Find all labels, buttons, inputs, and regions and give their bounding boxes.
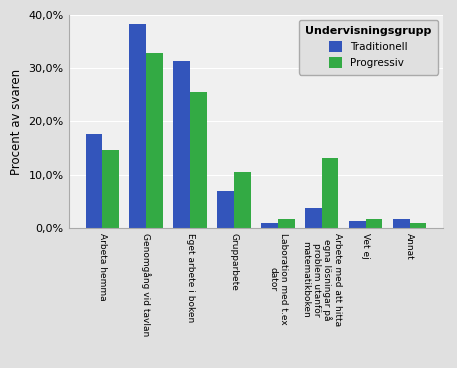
Bar xyxy=(366,219,383,228)
Bar xyxy=(393,219,409,228)
Bar xyxy=(305,208,322,228)
Bar xyxy=(322,158,339,228)
Bar xyxy=(190,92,207,228)
Legend: Traditionell, Progressiv: Traditionell, Progressiv xyxy=(299,20,438,75)
Bar xyxy=(102,150,119,228)
Bar xyxy=(409,223,426,228)
Bar xyxy=(349,221,366,228)
Bar xyxy=(173,61,190,228)
Y-axis label: Procent av svaren: Procent av svaren xyxy=(10,68,23,174)
Bar xyxy=(129,24,146,228)
Bar xyxy=(146,53,163,228)
Bar xyxy=(261,223,278,228)
Bar xyxy=(85,134,102,228)
Bar xyxy=(278,219,295,228)
Bar xyxy=(217,191,234,228)
Bar xyxy=(234,172,250,228)
